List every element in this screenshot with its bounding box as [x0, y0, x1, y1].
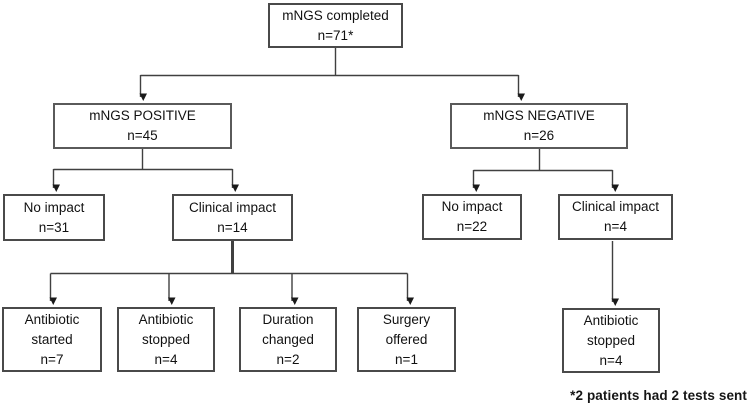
node-label: mNGS completed	[282, 7, 389, 23]
node-label: started	[31, 331, 73, 347]
node-count: n=1	[395, 351, 418, 367]
node-mngs-completed: mNGS completed n=71*	[268, 3, 403, 48]
node-count: n=4	[604, 219, 627, 234]
node-mngs-positive: mNGS POSITIVE n=45	[53, 103, 232, 149]
node-label: Antibiotic	[583, 312, 639, 328]
node-count: n=7	[40, 351, 64, 367]
node-count: n=31	[38, 219, 70, 235]
node-duration-changed: Duration changed n=2	[239, 307, 337, 372]
node-count: n=4	[154, 351, 178, 367]
node-count: n=71*	[317, 27, 354, 43]
node-count: n=22	[456, 219, 488, 234]
node-mngs-negative: mNGS NEGATIVE n=26	[450, 103, 628, 149]
node-label: Duration	[262, 311, 314, 327]
node-positive-clinical-impact: Clinical impact n=14	[172, 194, 293, 241]
node-label: Antibiotic	[138, 311, 194, 327]
node-negative-antibiotic-stopped: Antibiotic stopped n=4	[562, 308, 660, 373]
node-negative-clinical-impact: Clinical impact n=4	[558, 194, 673, 240]
node-antibiotic-started: Antibiotic started n=7	[2, 307, 102, 372]
node-label: mNGS NEGATIVE	[483, 108, 595, 123]
node-label: No impact	[23, 199, 85, 215]
node-count: n=14	[217, 219, 248, 235]
node-label: changed	[262, 331, 314, 347]
node-label: Clinical impact	[571, 199, 660, 214]
node-label: Clinical impact	[188, 199, 277, 215]
node-label: Surgery	[382, 311, 431, 327]
node-count: n=26	[523, 128, 555, 143]
node-count: n=4	[599, 352, 623, 368]
node-label: Antibiotic	[24, 311, 80, 327]
node-label: stopped	[586, 332, 636, 348]
footnote: *2 patients had 2 tests sent	[570, 388, 747, 403]
node-label: stopped	[141, 331, 191, 347]
node-count: n=2	[276, 351, 300, 367]
node-count: n=45	[127, 128, 158, 143]
node-positive-no-impact: No impact n=31	[3, 194, 105, 241]
node-antibiotic-stopped: Antibiotic stopped n=4	[117, 307, 215, 372]
node-surgery-offered: Surgery offered n=1	[357, 307, 456, 372]
node-label: mNGS POSITIVE	[89, 108, 196, 123]
node-label: offered	[385, 331, 428, 347]
node-label: No impact	[441, 199, 503, 214]
node-negative-no-impact: No impact n=22	[422, 194, 522, 240]
